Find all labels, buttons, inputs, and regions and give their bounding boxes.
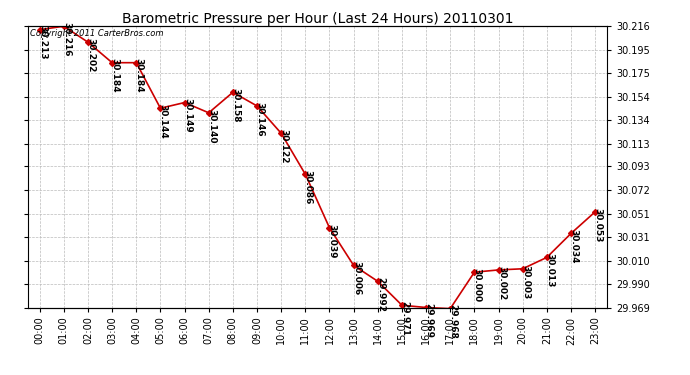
Text: 30.149: 30.149: [183, 98, 192, 133]
Text: 29.971: 29.971: [400, 301, 409, 336]
Text: 30.216: 30.216: [62, 22, 71, 57]
Text: 30.184: 30.184: [135, 58, 144, 93]
Text: 30.039: 30.039: [328, 224, 337, 258]
Text: 30.184: 30.184: [110, 58, 119, 93]
Text: 30.158: 30.158: [231, 88, 240, 123]
Text: 30.006: 30.006: [352, 261, 361, 296]
Title: Barometric Pressure per Hour (Last 24 Hours) 20110301: Barometric Pressure per Hour (Last 24 Ho…: [121, 12, 513, 26]
Text: 30.086: 30.086: [304, 170, 313, 204]
Text: 30.146: 30.146: [255, 102, 264, 136]
Text: Copyright 2011 CarterBros.com: Copyright 2011 CarterBros.com: [30, 29, 164, 38]
Text: 29.969: 29.969: [424, 303, 433, 338]
Text: 30.144: 30.144: [159, 104, 168, 139]
Text: 30.122: 30.122: [279, 129, 288, 164]
Text: 30.034: 30.034: [569, 229, 578, 264]
Text: 30.002: 30.002: [497, 266, 506, 300]
Text: 30.202: 30.202: [86, 38, 95, 72]
Text: 30.053: 30.053: [593, 208, 602, 242]
Text: 30.013: 30.013: [545, 253, 554, 288]
Text: 29.968: 29.968: [448, 304, 457, 339]
Text: 30.003: 30.003: [521, 265, 530, 299]
Text: 30.213: 30.213: [38, 26, 47, 60]
Text: 30.000: 30.000: [473, 268, 482, 302]
Text: 29.992: 29.992: [376, 277, 385, 312]
Text: 30.140: 30.140: [207, 109, 216, 143]
